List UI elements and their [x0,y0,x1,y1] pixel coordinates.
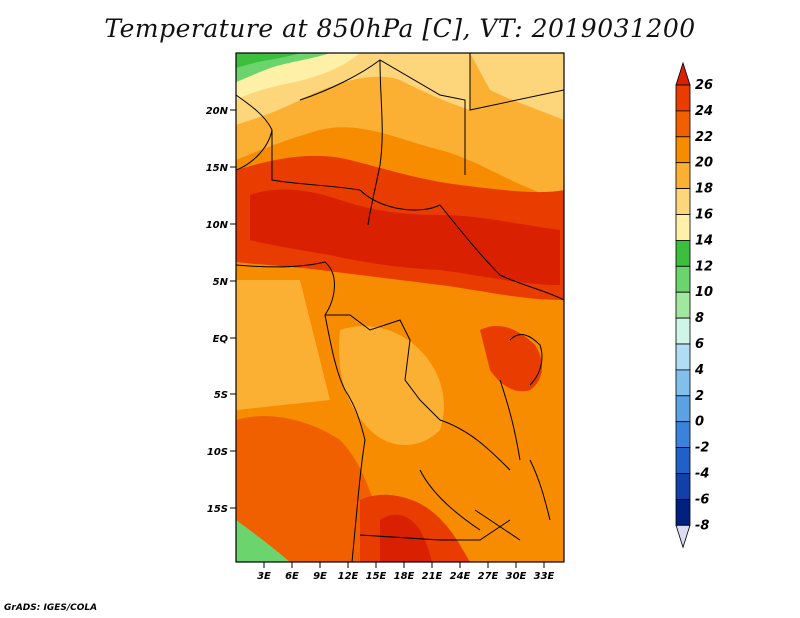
lon-label: 6E [285,571,299,582]
lon-label: 24E [450,571,471,582]
lat-label: EQ [213,334,229,345]
lon-label: 21E [422,571,443,582]
colorbar-swatch [675,214,691,241]
lon-label: 27E [478,571,499,582]
lat-label: 15S [207,504,228,515]
colorbar-label: 18 [695,182,713,197]
colorbar-label: -6 [695,492,709,507]
colorbar-swatch [675,110,691,138]
colorbar-label: 8 [695,311,704,326]
lat-label: 5N [213,277,229,288]
colorbar-label: 24 [695,104,713,119]
colorbar-swatch [675,136,691,164]
lon-label: 9E [313,571,327,582]
colorbar-swatch [675,395,691,423]
colorbar-label: 0 [695,415,704,430]
colorbar-label: -8 [695,518,709,533]
colorbar-swatch [675,265,691,293]
lon-label: 12E [338,571,359,582]
lon-label: 3E [257,571,271,582]
colorbar-swatch [675,473,691,500]
colorbar-swatch [675,369,691,397]
lat-label: 5S [214,390,228,401]
colorbar-swatch [675,188,691,215]
colorbar-label: 22 [695,130,713,145]
lat-label: 20N [206,106,229,117]
colorbar-label: 6 [695,337,704,352]
colorbar-swatch [675,239,691,267]
colorbar-label: 14 [695,233,713,248]
colorbar-label: -4 [695,467,709,482]
colorbar-label: 20 [695,156,713,171]
lon-label: 15E [366,571,387,582]
colorbar-label: 4 [694,363,704,378]
colorbar-swatch [675,317,691,345]
colorbar-bottom-triangle [675,524,691,549]
colorbar-top-triangle [675,61,691,86]
latitude-axis: 20N 15N 10N 5N EQ 5S 10S 15S [206,106,236,515]
colorbar-label: 2 [695,389,704,404]
colorbar-swatch [675,162,691,189]
country-borders [236,53,564,562]
longitude-axis: 3E 6E 9E 12E 15E 18E 21E 24E 27E 30E 33E [257,562,555,582]
grads-credit: GrADS: IGES/COLA [4,603,98,613]
colorbar-label: 16 [695,208,713,223]
lat-label: 10N [206,220,229,231]
map-title: Temperature at 850hPa [C], VT: 201903120… [104,14,696,43]
map-frame [235,52,565,563]
lon-label: 18E [394,571,415,582]
colorbar-swatch [675,447,691,474]
lat-label: 15N [206,163,229,174]
colorbar-label: 10 [695,285,713,300]
colorbar-label: -2 [695,441,709,456]
colorbar-swatch [675,84,691,112]
colorbar-label: 26 [695,78,713,93]
colorbar-label: 12 [695,259,713,274]
lon-label: 33E [534,571,555,582]
colorbar-swatch [675,343,691,371]
lon-label: 30E [506,571,527,582]
temperature-field [236,53,564,562]
colorbar-swatch [675,421,691,449]
lat-label: 10S [207,447,228,458]
colorbar-swatch [675,498,691,526]
colorbar-swatch [675,291,691,319]
